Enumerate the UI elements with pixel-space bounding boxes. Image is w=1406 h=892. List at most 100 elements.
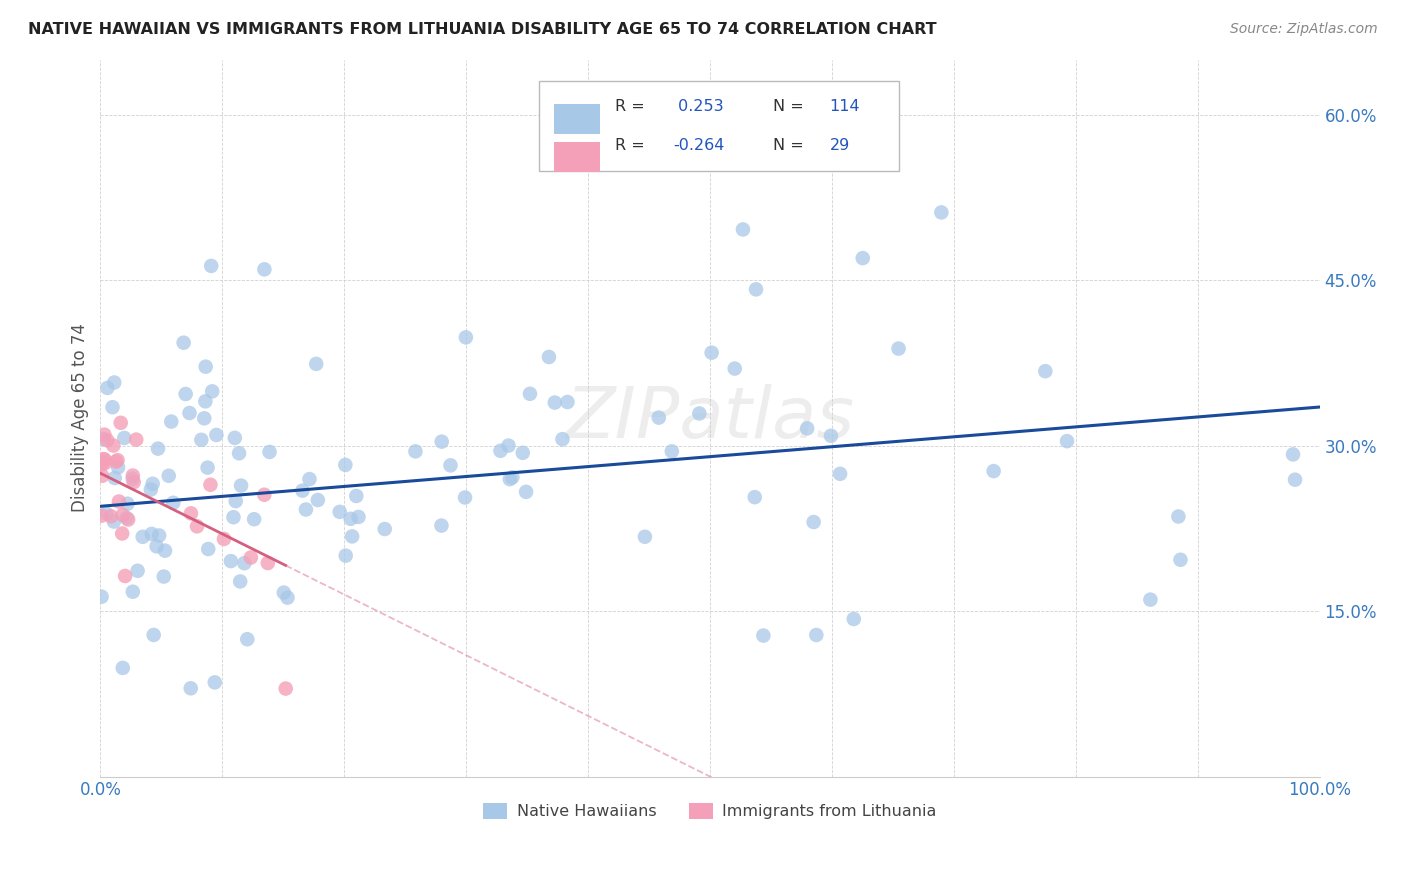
Point [276, 591, 298, 605]
Point [1056, 434, 1078, 449]
Point [90, 508, 112, 523]
Point [103, 515, 125, 529]
Point [93, 432, 115, 446]
Point [752, 629, 775, 643]
Point [125, 433, 148, 447]
Point [145, 540, 167, 554]
Point [512, 446, 534, 460]
Point [537, 350, 560, 364]
Point [501, 470, 523, 484]
Point [439, 458, 461, 473]
Point [193, 411, 215, 425]
Point [745, 282, 768, 296]
Point [197, 460, 219, 475]
Point [648, 410, 671, 425]
Point [236, 632, 259, 647]
Point [90, 458, 112, 472]
Point [544, 395, 567, 409]
Point [110, 416, 132, 430]
Point [190, 433, 212, 447]
Text: ZIPatlas: ZIPatlas [565, 384, 855, 452]
Point [173, 335, 195, 350]
Point [329, 505, 352, 519]
Point [111, 661, 134, 675]
Point [430, 518, 453, 533]
Point [515, 484, 537, 499]
Point [347, 510, 370, 524]
Point [186, 519, 208, 533]
Point [225, 494, 247, 508]
Point [157, 468, 180, 483]
Point [228, 446, 250, 460]
Point [233, 556, 256, 570]
Point [141, 527, 163, 541]
Point [93, 452, 115, 467]
Point [114, 569, 136, 583]
Point [1170, 553, 1192, 567]
Point [107, 453, 129, 467]
Point [744, 490, 766, 504]
Text: Source: ZipAtlas.com: Source: ZipAtlas.com [1230, 22, 1378, 37]
Point [291, 483, 314, 498]
Point [229, 574, 252, 589]
Point [96, 434, 118, 448]
Point [1282, 447, 1305, 461]
Point [243, 512, 266, 526]
Point [174, 387, 197, 401]
Point [121, 468, 143, 483]
Point [219, 554, 242, 568]
Point [803, 515, 825, 529]
Text: 114: 114 [830, 99, 860, 113]
Point [103, 376, 125, 390]
Point [557, 395, 579, 409]
Point [374, 522, 396, 536]
Point [430, 434, 453, 449]
Point [340, 529, 363, 543]
Point [117, 497, 139, 511]
Point [335, 458, 357, 472]
Point [96, 507, 118, 521]
Text: R =: R = [614, 99, 644, 113]
Point [111, 508, 134, 522]
Point [121, 472, 143, 486]
Point [93, 452, 115, 467]
Point [180, 506, 202, 520]
Point [489, 443, 512, 458]
Point [122, 475, 145, 490]
Point [152, 569, 174, 583]
Point [115, 511, 138, 525]
Point [806, 628, 828, 642]
Point [931, 205, 953, 219]
Point [828, 467, 851, 481]
Point [132, 530, 155, 544]
Point [148, 528, 170, 542]
Text: 29: 29 [830, 138, 849, 153]
Point [179, 406, 201, 420]
Point [404, 444, 426, 458]
Point [335, 549, 357, 563]
Point [724, 361, 747, 376]
Point [91, 468, 114, 483]
Point [700, 345, 723, 359]
Point [107, 460, 129, 475]
Point [1284, 473, 1306, 487]
Point [551, 432, 574, 446]
Point [229, 478, 252, 492]
Text: 0.253: 0.253 [673, 99, 724, 113]
Point [239, 550, 262, 565]
Point [731, 222, 754, 236]
Point [224, 431, 246, 445]
Point [139, 483, 162, 497]
Point [253, 262, 276, 277]
Point [200, 259, 222, 273]
Point [121, 584, 143, 599]
Point [222, 510, 245, 524]
Point [454, 330, 477, 344]
Point [194, 394, 217, 409]
Point [101, 401, 124, 415]
Point [94, 456, 117, 470]
Point [852, 251, 875, 265]
Point [887, 342, 910, 356]
Point [499, 472, 522, 486]
Point [519, 386, 541, 401]
